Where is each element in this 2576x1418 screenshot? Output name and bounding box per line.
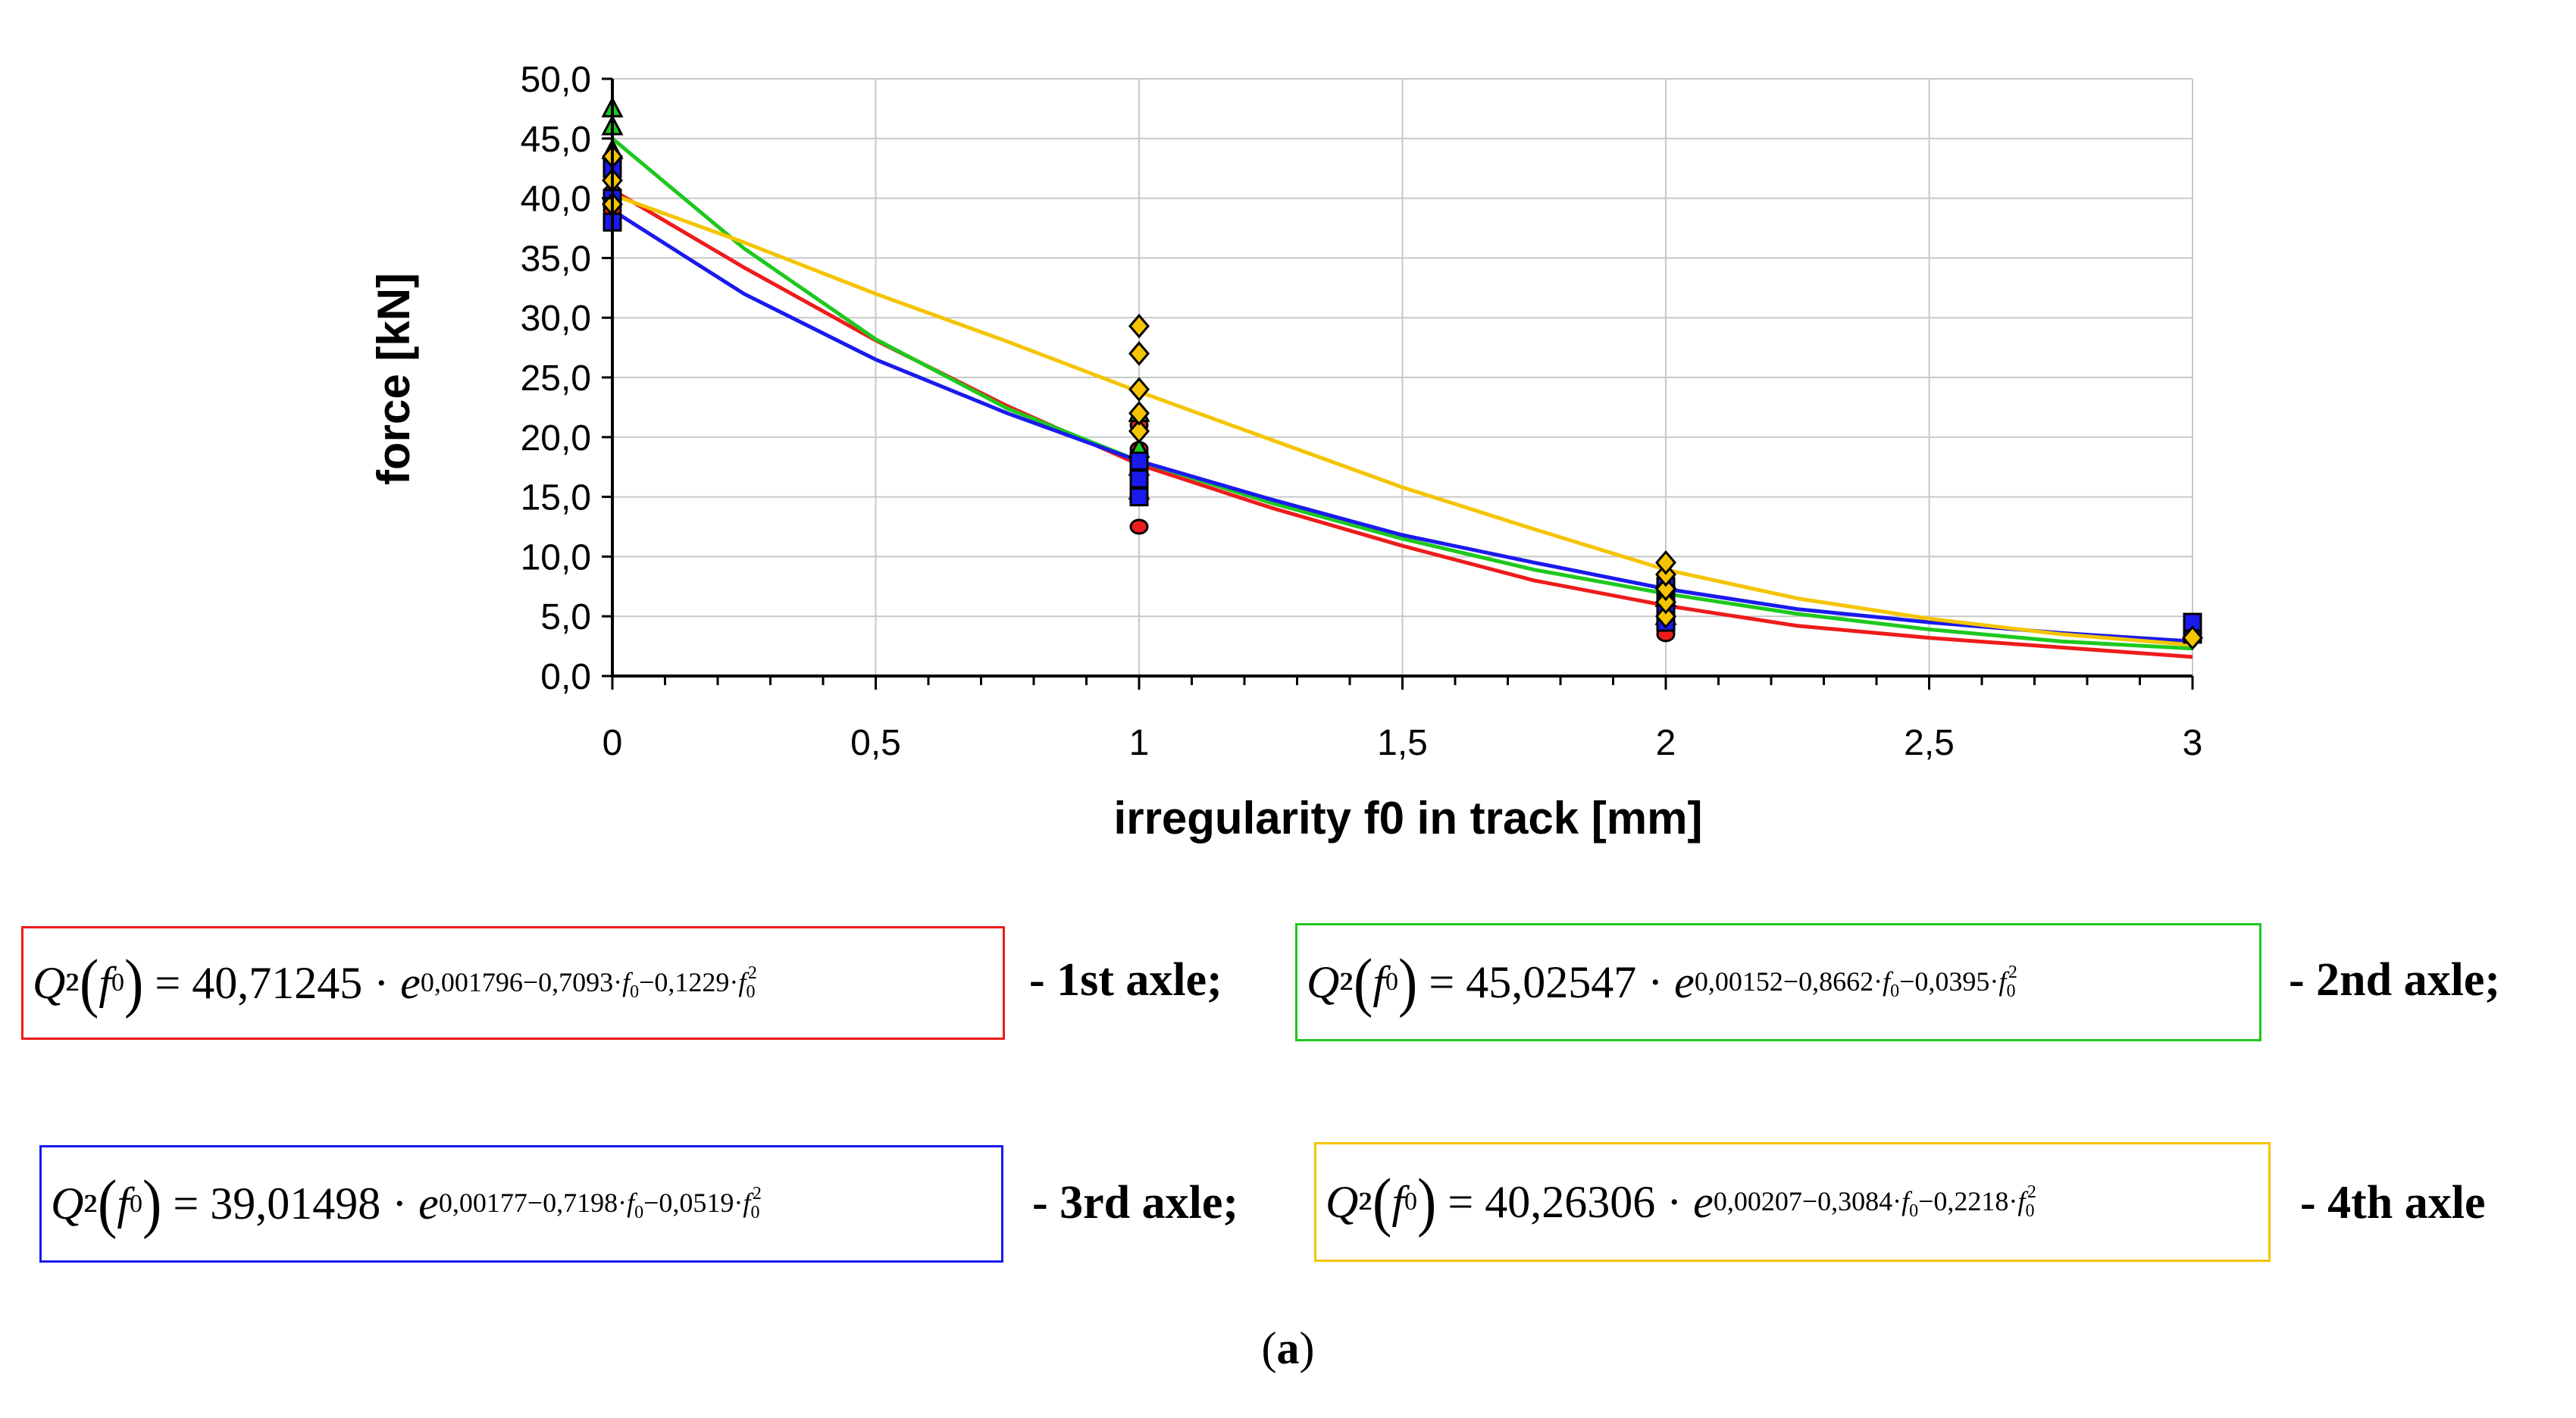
grid (612, 78, 2193, 676)
exponent-part: 0,00152−0,8662· (1694, 966, 1883, 997)
data-point-4th-axle (2182, 625, 2203, 650)
tick-labels: 0,0 5,0 10,0 15,0 20,0 25,0 30,0 35,0 40,0 45,0 50… (521, 60, 2203, 763)
y-tick-label: 50,0 (521, 60, 591, 100)
figure-caption: (a) (1261, 1323, 1315, 1373)
data-point-4th-axle (1128, 377, 1150, 402)
data-point-4th-axle (1128, 400, 1150, 426)
equation-box-4th-axle: Q 2 2(f 0) = 40,26306 · e 0,00207−0,3084·f0−… (1314, 1142, 2271, 1262)
y-tick-label: 40,0 (521, 180, 591, 220)
data-point-4th-axle (1128, 313, 1150, 339)
y-tick-label: 25,0 (521, 358, 591, 399)
exponent-part: −0,1229· (639, 966, 739, 997)
equation-box-1st-axle: Q 2 2(f 0) = 40,71245 · e 0,001796−0,7093·f0… (21, 926, 1005, 1040)
exponent-part: 0,00207−0,3084· (1713, 1185, 1902, 1216)
y-tick-label: 30,0 (521, 299, 591, 339)
x-tick-label: 1,5 (1377, 723, 1428, 763)
data-point-4th-axle (1655, 603, 1676, 629)
data-point-4th-axle (1655, 589, 1676, 615)
y-tick-label: 45,0 (521, 120, 591, 160)
x-tick-label: 2,5 (1904, 723, 1955, 763)
equation-box-3rd-axle: Q 2 2(f 0) = 39,01498 · e 0,00177−0,7198·f0−… (39, 1145, 1003, 1263)
x-axis-title: irregularity f0 in track [mm] (1114, 793, 1703, 844)
equation-coefficient: 40,71245 (192, 957, 363, 1008)
chart: 0,0 5,0 10,0 15,0 20,0 25,0 30,0 35,0 40,0 45,0 50… (368, 60, 2203, 844)
data-point-3rd-axle (1129, 487, 1149, 507)
series-line-2nd-axle (611, 136, 2193, 651)
exponent-part: 0,001796−0,7093· (420, 966, 623, 997)
x-tick-label: 1 (1129, 723, 1150, 763)
data-point-4th-axle (1128, 418, 1150, 444)
series-lines (611, 136, 2193, 659)
equation-coefficient: 39,01498 (210, 1179, 381, 1229)
data-point-1st-axle (1129, 518, 1149, 535)
axle-label-2nd: - 2nd axle; (2289, 954, 2500, 1006)
x-tick-label: 3 (2183, 723, 2203, 763)
y-tick-label: 10,0 (521, 537, 591, 578)
data-point-4th-axle (1655, 576, 1676, 602)
y-tick-label: 0,0 (540, 657, 591, 697)
x-tick-label: 2 (1656, 723, 1676, 763)
y-axis-title: force [kN] (368, 273, 419, 485)
data-point-3rd-axle (1129, 469, 1149, 489)
data-point-4th-axle (1128, 341, 1150, 366)
equation-coefficient: 40,26306 (1485, 1176, 1656, 1227)
y-tick-label: 15,0 (521, 478, 591, 518)
exponent-part: −0,0395· (1899, 966, 1999, 997)
equation-coefficient: 45,02547 (1466, 956, 1637, 1007)
axle-label-4th: - 4th axle (2300, 1177, 2486, 1229)
x-tick-label: 0 (603, 723, 623, 763)
series-line-3rd-axle (611, 208, 2193, 643)
y-tick-label: 5,0 (540, 597, 591, 637)
x-tick-label: 0,5 (850, 723, 901, 763)
exponent-part: −0,2218· (1918, 1185, 2018, 1216)
y-tick-label: 35,0 (521, 239, 591, 279)
axle-label-1st: - 1st axle; (1029, 954, 1222, 1006)
data-point-4th-axle (1655, 549, 1676, 575)
series-line-4th-axle (612, 193, 2193, 647)
equation-box-2nd-axle: Q 2 2(f 0) = 45,02547 · e 0,00152−0,8662·f0−… (1295, 923, 2261, 1041)
exponent-part: −0,0519· (643, 1188, 743, 1219)
data-point-3rd-axle (1129, 451, 1149, 471)
y-tick-label: 20,0 (521, 418, 591, 459)
axle-label-3rd: - 3rd axle; (1032, 1177, 1239, 1229)
axes (602, 77, 2194, 690)
exponent-part: 0,00177−0,7198· (438, 1188, 628, 1219)
